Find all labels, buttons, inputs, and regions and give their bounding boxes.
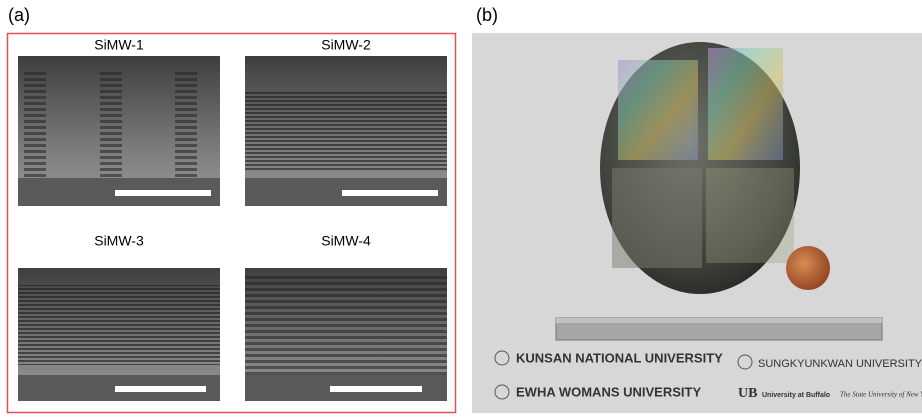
- sem-image: [245, 56, 447, 206]
- image-label: SiMW-2: [321, 37, 371, 53]
- image-label: SiMW-4: [321, 233, 371, 249]
- logo-text: KUNSAN NATIONAL UNIVERSITY: [516, 350, 723, 365]
- image-label: SiMW-1: [94, 37, 144, 53]
- logo-text: University at Buffalo: [762, 392, 830, 399]
- logo-text: The State University of New York: [840, 391, 922, 399]
- logo-mark: UB: [738, 386, 757, 401]
- logo-text: EWHA WOMANS UNIVERSITY: [516, 384, 701, 399]
- sem-image: [18, 56, 220, 206]
- sem-image: [18, 268, 220, 401]
- logo-text: SUNGKYUNKWAN UNIVERSITY: [758, 358, 922, 370]
- panel-label: (b): [476, 5, 498, 25]
- figure: (a) SiMW-1 SiMW-2 SiMW-3 SiMW-4 (b): [0, 0, 922, 418]
- image-label: SiMW-3: [94, 233, 144, 249]
- sem-image: [245, 268, 447, 401]
- panel-label: (a): [8, 5, 30, 25]
